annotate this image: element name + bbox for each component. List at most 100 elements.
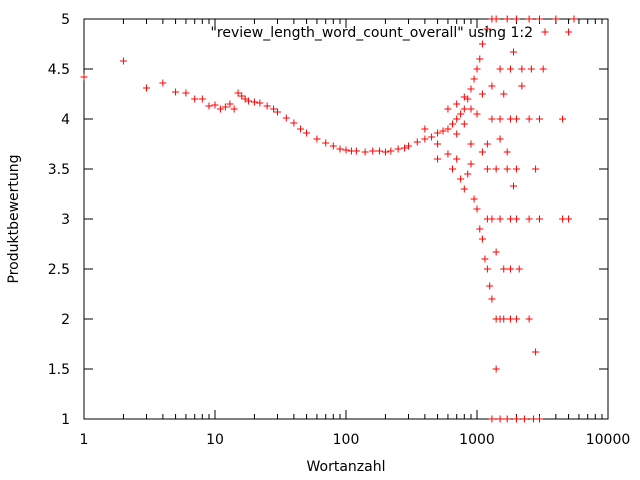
data-point (506, 115, 514, 123)
data-point (510, 48, 518, 56)
data-point (352, 147, 360, 155)
data-point (500, 90, 508, 98)
y-tick-label: 3 (61, 212, 70, 228)
data-point (198, 95, 206, 103)
axis-ticks (83, 18, 609, 420)
y-tick-label: 2.5 (48, 262, 70, 278)
data-point (381, 148, 389, 156)
data-point (413, 138, 421, 146)
data-point (503, 15, 511, 23)
data-point (500, 265, 508, 273)
data-point (539, 65, 547, 73)
data-point (470, 195, 478, 203)
data-point (536, 215, 544, 223)
data-point (492, 165, 500, 173)
data-point (263, 102, 271, 110)
data-point (506, 315, 514, 323)
data-point (478, 148, 486, 156)
data-point (226, 100, 234, 108)
data-point (467, 140, 475, 148)
data-point (434, 140, 442, 148)
data-point (483, 140, 491, 148)
data-point (434, 155, 442, 163)
data-point (444, 125, 452, 133)
data-point (488, 115, 496, 123)
data-point (453, 115, 461, 123)
data-point (488, 295, 496, 303)
x-tick-label: 10 (206, 432, 224, 448)
data-point (211, 101, 219, 109)
data-point (515, 265, 523, 273)
data-point (530, 415, 538, 423)
data-point (518, 65, 526, 73)
data-point (191, 95, 199, 103)
data-point (518, 82, 526, 90)
data-point (503, 415, 511, 423)
data-point (336, 145, 344, 153)
data-point (476, 225, 484, 233)
data-point (329, 142, 337, 150)
data-point (512, 15, 520, 23)
data-point (506, 215, 514, 223)
data-point (483, 165, 491, 173)
data-point (492, 15, 500, 23)
data-point (460, 120, 468, 128)
x-tick-label: 10000 (586, 432, 631, 448)
data-point (457, 110, 465, 118)
data-point (439, 127, 447, 135)
data-point (470, 75, 478, 83)
y-tick-label: 4.5 (48, 62, 70, 78)
data-point (492, 248, 500, 256)
data-point (496, 415, 504, 423)
data-point (496, 135, 504, 143)
y-tick-label: 3.5 (48, 162, 70, 178)
data-point (525, 315, 533, 323)
data-point (473, 205, 481, 213)
data-point (244, 97, 252, 105)
y-tick-label: 5 (61, 12, 70, 28)
data-point (483, 265, 491, 273)
data-point (464, 170, 472, 178)
x-tick-label: 1 (80, 432, 89, 448)
data-point (512, 165, 520, 173)
data-point (467, 105, 475, 113)
data-point (483, 25, 491, 33)
data-point (503, 165, 511, 173)
data-point (448, 165, 456, 173)
data-point (512, 415, 520, 423)
data-point (270, 105, 278, 113)
x-axis-title: Wortanzahl (307, 459, 386, 475)
x-tick-label: 100 (333, 432, 360, 448)
data-point (536, 415, 544, 423)
data-point (313, 135, 321, 143)
data-point (322, 139, 330, 147)
data-point (234, 89, 242, 97)
data-point (230, 105, 238, 113)
data-point (532, 348, 540, 356)
data-point (457, 175, 465, 183)
data-point (467, 85, 475, 93)
data-point (570, 15, 578, 23)
data-point (503, 148, 511, 156)
data-point (552, 15, 560, 23)
data-point (369, 147, 377, 155)
data-point (536, 15, 544, 23)
data-point (506, 265, 514, 273)
tick-labels: 1 1.5 2 2.5 3 3.5 4 4.5 5 1 10 100 1000 10000 (48, 12, 631, 448)
data-point (80, 73, 88, 81)
data-points (80, 15, 578, 423)
data-point (478, 235, 486, 243)
data-point (216, 105, 224, 113)
data-point (342, 146, 350, 154)
y-tick-label: 2 (61, 312, 70, 328)
data-point (428, 133, 436, 141)
data-point (453, 100, 461, 108)
data-point (476, 55, 484, 63)
data-point (525, 215, 533, 223)
y-axis-title: Produktbewertung (6, 154, 22, 283)
data-point (473, 65, 481, 73)
data-point (559, 215, 567, 223)
data-point (478, 90, 486, 98)
y-tick-label: 1.5 (48, 362, 70, 378)
data-point (488, 415, 496, 423)
